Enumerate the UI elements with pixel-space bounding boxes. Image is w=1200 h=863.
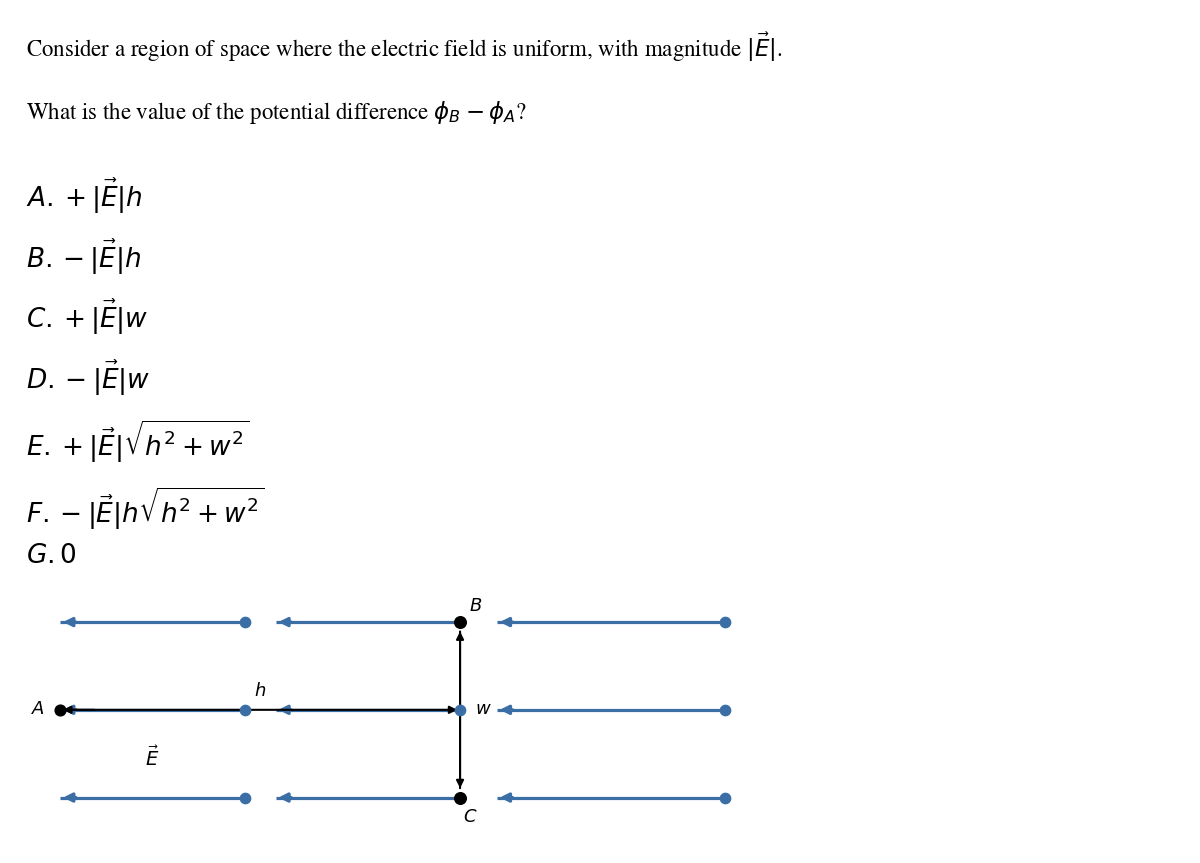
Text: $\mathit{C.}+|\vec{E}|w$: $\mathit{C.}+|\vec{E}|w$ <box>26 298 149 337</box>
Text: $\mathit{A.}+|\vec{E}|h$: $\mathit{A.}+|\vec{E}|h$ <box>26 177 143 217</box>
Point <box>450 615 469 629</box>
Point <box>715 791 734 804</box>
Text: $\mathit{G.}0$: $\mathit{G.}0$ <box>26 545 77 570</box>
Point <box>450 791 469 804</box>
Text: $C$: $C$ <box>463 809 478 826</box>
Text: $\vec{E}$: $\vec{E}$ <box>145 746 160 770</box>
Text: $\mathit{B.}-|\vec{E}|h$: $\mathit{B.}-|\vec{E}|h$ <box>26 237 142 277</box>
Text: $B$: $B$ <box>469 599 482 615</box>
Text: $w$: $w$ <box>475 702 492 718</box>
Point <box>450 702 469 716</box>
Point <box>450 615 469 629</box>
Point <box>715 615 734 629</box>
Point <box>450 791 469 804</box>
Point <box>235 791 254 804</box>
Point <box>715 702 734 716</box>
Text: $\mathit{E.}+|\vec{E}|\sqrt{h^2 + w^2}$: $\mathit{E.}+|\vec{E}|\sqrt{h^2 + w^2}$ <box>26 419 250 465</box>
Text: Consider a region of space where the electric field is uniform, with magnitude $: Consider a region of space where the ele… <box>26 30 782 64</box>
Point <box>50 702 70 716</box>
Text: What is the value of the potential difference $\phi_B - \phi_A$?: What is the value of the potential diffe… <box>26 99 527 126</box>
Text: $\mathit{F.}-|\vec{E}|h\sqrt{h^2 + w^2}$: $\mathit{F.}-|\vec{E}|h\sqrt{h^2 + w^2}$ <box>26 485 265 532</box>
Text: $h$: $h$ <box>254 682 266 700</box>
Point <box>235 702 254 716</box>
Point <box>235 615 254 629</box>
Text: $\mathit{D.}-|\vec{E}|w$: $\mathit{D.}-|\vec{E}|w$ <box>26 358 151 398</box>
Text: $A$: $A$ <box>31 702 44 718</box>
